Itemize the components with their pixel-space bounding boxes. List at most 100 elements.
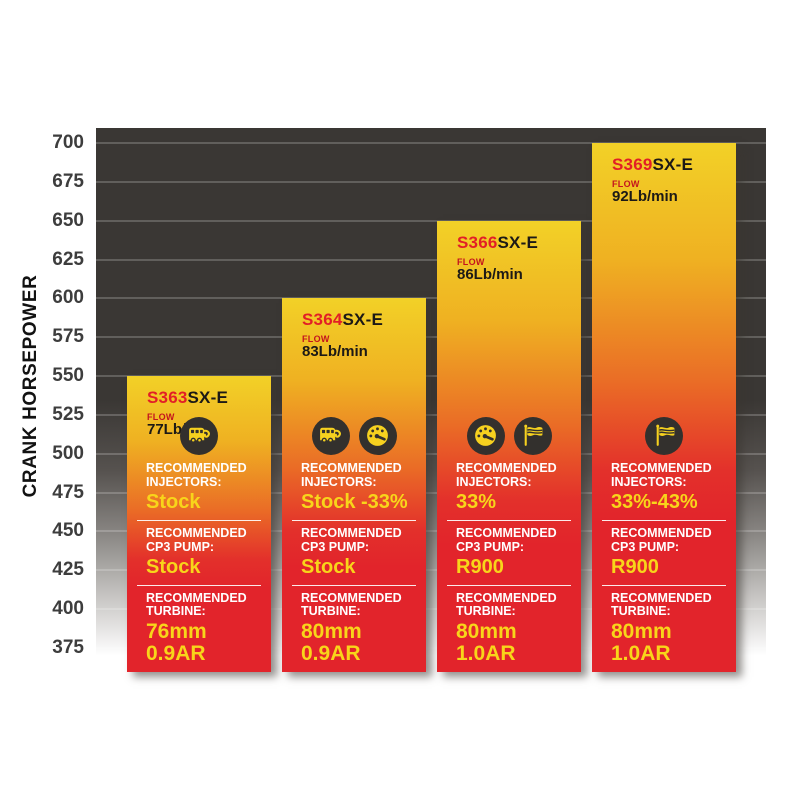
model-series: SX-E <box>652 155 693 174</box>
injectors-value: 33% <box>456 491 497 514</box>
gridline <box>96 258 766 261</box>
cp3-value: Stock <box>301 556 356 579</box>
model-number: S369 <box>612 155 653 174</box>
icon-row <box>437 416 581 455</box>
turbine-section: RECOMMENDED TURBINE: 80mm 1.0AR <box>437 590 581 665</box>
y-tick-label: 650 <box>52 209 84 231</box>
rv-icon <box>180 416 218 455</box>
turbine-size-value: 80mm <box>611 620 672 644</box>
divider <box>602 519 726 521</box>
flag-icon <box>645 416 683 455</box>
bar-title: S369SX-E <box>612 155 730 175</box>
gridline <box>96 608 766 611</box>
flow-label: FLOW <box>147 412 175 423</box>
gridline <box>96 569 766 572</box>
cp3-section: RECOMMENDED CP3 PUMP: Stock <box>127 525 271 579</box>
flow-value: 83Lb/min <box>302 343 368 361</box>
flow-value: 92Lb/min <box>612 188 678 205</box>
cp3-section: RECOMMENDED CP3 PUMP: Stock <box>282 525 426 579</box>
model-number: S366 <box>457 232 498 252</box>
bar-header: S366SX-E FLOW 86Lb/min <box>437 221 581 283</box>
y-tick-label: 675 <box>52 170 84 192</box>
bar-s364sx-e: S364SX-E FLOW 83Lb/min RECOMMENDED INJEC… <box>282 298 426 672</box>
turbine-size-value: 80mm <box>301 620 362 644</box>
injectors-label: RECOMMENDED INJECTORS: <box>611 460 712 489</box>
bar-s369sx-e: S369SX-E FLOW 92Lb/min RECOMMENDED INJEC… <box>592 143 736 672</box>
turbine-section: RECOMMENDED TURBINE: 80mm 0.9AR <box>282 590 426 665</box>
y-tick-label: 400 <box>52 598 84 620</box>
y-tick-label: 450 <box>52 520 84 542</box>
gridline <box>96 142 766 144</box>
turbine-ar-value: 0.9AR <box>146 641 206 665</box>
model-series: SX-E <box>187 388 228 408</box>
bar-title: S363SX-E <box>147 388 265 408</box>
rv-icon <box>311 416 350 455</box>
model-number: S363 <box>147 388 188 408</box>
cp3-label: RECOMMENDED CP3 PUMP: <box>146 525 247 554</box>
flow-label: FLOW <box>302 334 330 345</box>
injectors-value: 33%-43% <box>611 491 698 514</box>
divider <box>447 584 571 586</box>
divider <box>292 519 416 521</box>
injectors-value: Stock <box>146 491 201 514</box>
turbine-ar-value: 0.9AR <box>301 641 361 665</box>
injectors-label: RECOMMENDED INJECTORS: <box>146 460 247 489</box>
y-tick-label: 375 <box>52 636 84 658</box>
turbine-label: RECOMMENDED TURBINE: <box>611 590 712 619</box>
y-tick-label: 475 <box>52 481 84 503</box>
cp3-label: RECOMMENDED CP3 PUMP: <box>301 525 402 554</box>
bar-specs: RECOMMENDED INJECTORS: Stock RECOMMENDED… <box>127 416 271 672</box>
y-tick-label: 575 <box>52 326 84 348</box>
cp3-section: RECOMMENDED CP3 PUMP: R900 <box>592 526 736 579</box>
y-tick-label: 550 <box>52 365 84 387</box>
divider <box>137 584 261 586</box>
icon-row <box>127 416 271 455</box>
flow-label: FLOW <box>612 179 640 189</box>
divider <box>447 519 571 521</box>
y-tick-label: 700 <box>52 132 84 153</box>
gridline <box>96 491 766 494</box>
y-tick-label: 425 <box>52 559 84 581</box>
y-tick-label: 600 <box>52 287 84 309</box>
cp3-section: RECOMMENDED CP3 PUMP: R900 <box>437 525 581 579</box>
turbine-section: RECOMMENDED TURBINE: 80mm 1.0AR <box>592 590 736 665</box>
injectors-label: RECOMMENDED INJECTORS: <box>301 460 402 489</box>
injectors-value: Stock -33% <box>301 491 408 514</box>
turbine-size-value: 80mm <box>456 620 517 644</box>
turbine-section: RECOMMENDED TURBINE: 76mm 0.9AR <box>127 591 271 665</box>
turbine-label: RECOMMENDED TURBINE: <box>456 590 557 619</box>
cp3-value: R900 <box>456 556 504 579</box>
gridline <box>96 219 766 222</box>
gridline <box>96 413 766 416</box>
gridline <box>96 646 766 649</box>
gridline <box>96 336 766 339</box>
injectors-section: RECOMMENDED INJECTORS: 33% <box>437 460 581 514</box>
injectors-label: RECOMMENDED INJECTORS: <box>456 460 557 489</box>
bar-s366sx-e: S366SX-E FLOW 86Lb/min RECOMMENDED INJEC… <box>437 220 581 672</box>
turbine-ar-value: 1.0AR <box>611 641 671 665</box>
bar-header: S369SX-E FLOW 92Lb/min <box>592 143 736 205</box>
bar-s363sx-e: S363SX-E FLOW 77Lb/min RECOMMENDED INJEC… <box>127 376 271 672</box>
turbine-label: RECOMMENDED TURBINE: <box>301 590 402 619</box>
flow-value: 86Lb/min <box>457 265 523 283</box>
bar-specs: RECOMMENDED INJECTORS: 33% RECOMMENDED C… <box>437 416 581 672</box>
icon-row <box>282 416 426 455</box>
cp3-value: R900 <box>611 556 659 579</box>
y-tick-label: 525 <box>52 403 84 425</box>
turbine-ar-value: 1.0AR <box>456 641 516 665</box>
injectors-section: RECOMMENDED INJECTORS: 33%-43% <box>592 460 736 514</box>
gridline <box>96 180 766 183</box>
y-tick-label: 500 <box>52 442 84 464</box>
icon-row <box>592 416 736 455</box>
divider <box>137 519 261 521</box>
divider <box>602 584 726 586</box>
bar-title: S364SX-E <box>302 310 420 330</box>
gridline <box>96 530 766 533</box>
cp3-value: Stock <box>146 556 201 579</box>
bar-title: S366SX-E <box>457 233 575 253</box>
cp3-label: RECOMMENDED CP3 PUMP: <box>456 525 557 554</box>
injectors-section: RECOMMENDED INJECTORS: Stock -33% <box>282 460 426 514</box>
gridline <box>96 452 766 455</box>
gauge-icon <box>466 416 505 455</box>
